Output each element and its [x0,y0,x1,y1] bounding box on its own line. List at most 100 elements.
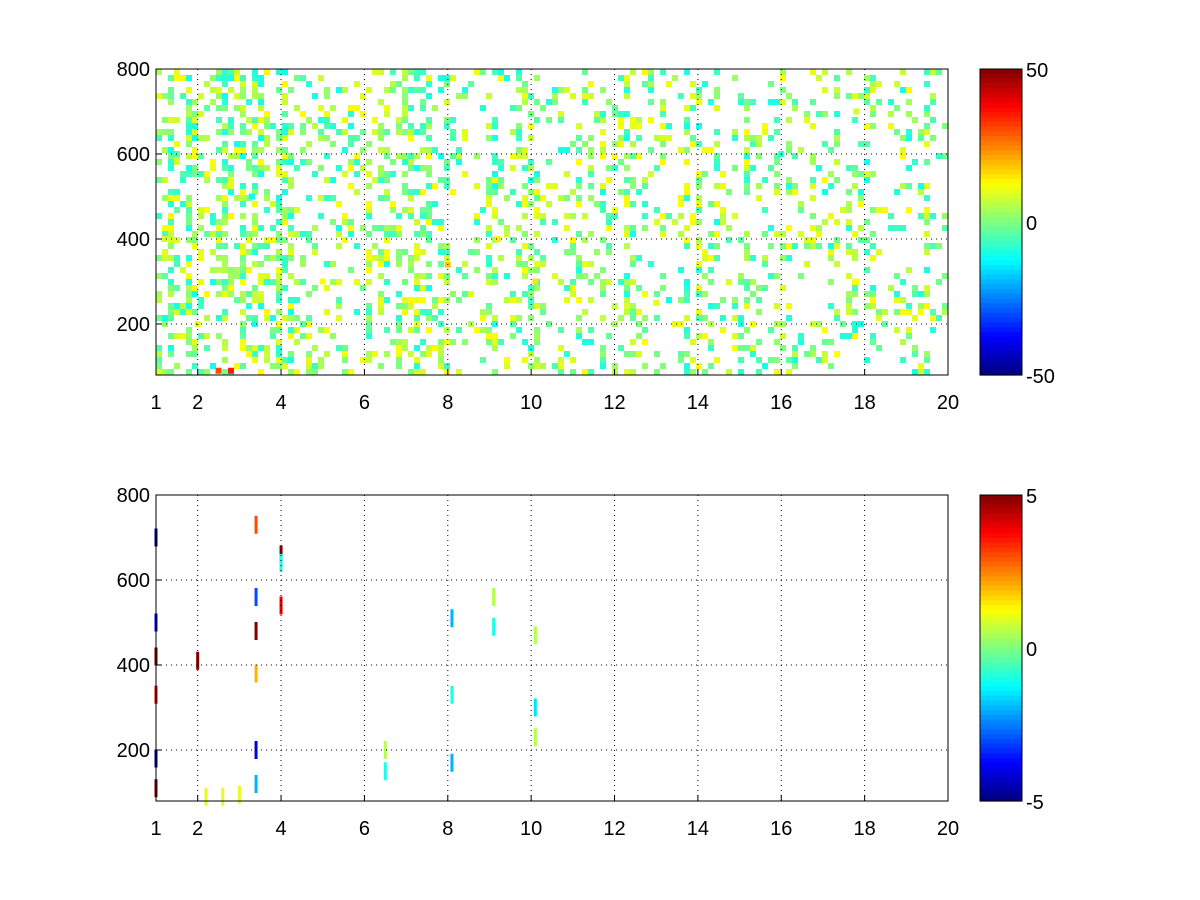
heatmap-cell [168,93,174,99]
heatmap-cell [240,345,246,351]
heatmap-cell [630,153,636,159]
heatmap-cell [348,219,354,225]
heatmap-cell [600,153,606,159]
heatmap-cell [612,105,618,111]
heatmap-cell [378,309,384,315]
heatmap-cell [510,237,516,243]
heatmap-cell [606,279,612,285]
heatmap-cell [552,237,558,243]
heatmap-cell [426,201,432,207]
heatmap-cell [444,99,450,105]
colorbar-segment [980,370,1022,376]
heatmap-cell [318,117,324,123]
heatmap-cell [822,111,828,117]
heatmap-cell [156,177,162,183]
heatmap-cell [540,363,546,369]
heatmap-cell [516,315,522,321]
heatmap-cell [834,111,840,117]
heatmap-cell [408,369,414,375]
heatmap-cell [366,333,372,339]
heatmap-cell [258,117,264,123]
heatmap-cell [426,345,432,351]
heatmap-cell [606,213,612,219]
heatmap-cell [480,207,486,213]
heatmap-cell [174,75,180,81]
heatmap-cell [696,219,702,225]
heatmap-cell [588,231,594,237]
heatmap-cell [924,111,930,117]
heatmap-cell [420,69,426,75]
heatmap-cell [690,141,696,147]
heatmap-cell [564,351,570,357]
heatmap-cell [174,117,180,123]
heatmap-cell [498,75,504,81]
heatmap-cell [282,147,288,153]
heatmap-cell [768,135,774,141]
heatmap-cell [486,255,492,261]
heatmap-cell [246,249,252,255]
heatmap-cell [378,249,384,255]
heatmap-cell [720,207,726,213]
heatmap-cell [534,357,540,363]
colorbar-segment [980,600,1022,606]
heatmap-cell [426,327,432,333]
heatmap-cell [228,87,234,93]
heatmap-cell [624,351,630,357]
heatmap-cell [690,105,696,111]
heatmap-cell [276,309,282,315]
heatmap-cell [324,153,330,159]
heatmap-cell [486,327,492,333]
colorbar-segment [980,107,1022,113]
heatmap-cell [846,249,852,255]
heatmap-cell [906,135,912,141]
heatmap-cell [372,129,378,135]
colorbar-segment [980,590,1022,597]
heatmap-cell [660,135,666,141]
heatmap-cell [498,159,504,165]
colorbar-segment [980,188,1022,194]
heatmap-cell [870,75,876,81]
heatmap-cell [696,243,702,249]
heatmap-cell [768,327,774,333]
heatmap-cell [690,81,696,87]
heatmap-cell [402,189,408,195]
heatmap-cell [492,267,498,273]
heatmap-cell [192,351,198,357]
heatmap-cell [324,309,330,315]
heatmap-cell [798,201,804,207]
heatmap-cell [804,351,810,357]
heatmap-cell [300,261,306,267]
heatmap-cell [228,183,234,189]
heatmap-cell [221,787,225,806]
colorbar-segment [980,212,1022,218]
heatmap-cell [894,189,900,195]
heatmap-cell [264,243,270,249]
heatmap-cell [414,315,420,321]
heatmap-cell [444,177,450,183]
heatmap-cell [162,147,168,153]
heatmap-cell [282,207,288,213]
heatmap-cell [924,141,930,147]
heatmap-cell [456,153,462,159]
heatmap-cell [348,159,354,165]
heatmap-cell [288,255,294,261]
heatmap-cell [414,345,420,351]
heatmap-cell [396,291,402,297]
heatmap-cell [318,327,324,333]
colorbar-segment [980,719,1022,726]
heatmap-cell [648,171,654,177]
heatmap-cell [912,159,918,165]
heatmap-cell [780,255,786,261]
heatmap-cell [300,231,306,237]
heatmap-cell [576,315,582,321]
bottom-plot-frame [155,494,949,802]
heatmap-cell [510,333,516,339]
heatmap-cell [474,237,480,243]
heatmap-cell [426,117,432,123]
heatmap-cell [924,267,930,273]
heatmap-cell [504,75,510,81]
heatmap-cell [462,261,468,267]
heatmap-cell [264,309,270,315]
heatmap-cell [300,75,306,81]
colorbar-segment [980,671,1022,678]
